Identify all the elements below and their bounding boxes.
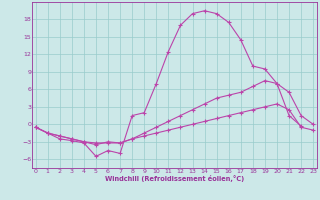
X-axis label: Windchill (Refroidissement éolien,°C): Windchill (Refroidissement éolien,°C) (105, 175, 244, 182)
